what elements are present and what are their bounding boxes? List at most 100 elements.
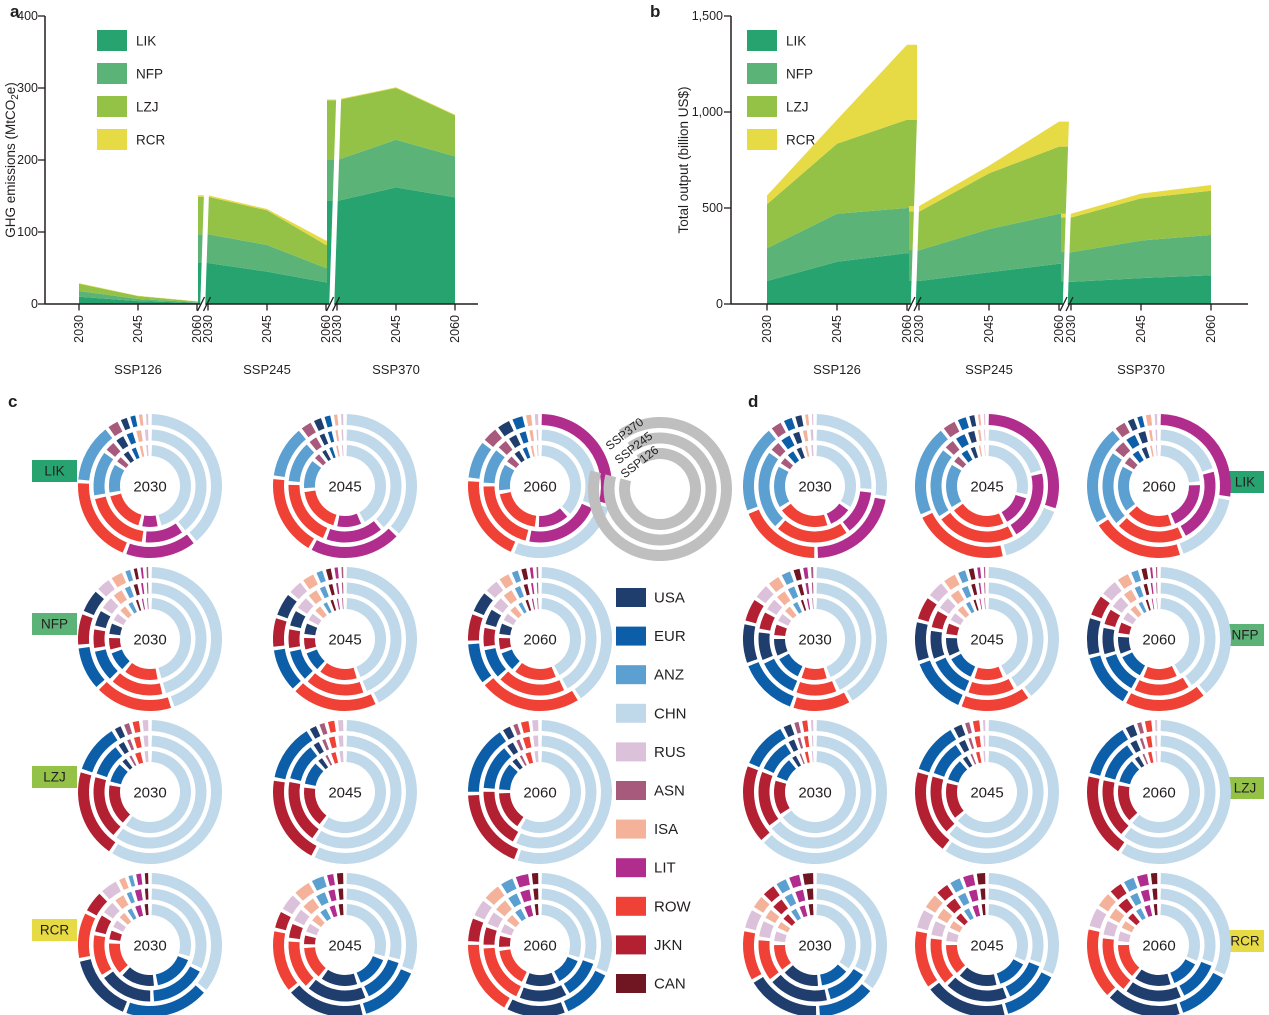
segment-SSP370-CAN (802, 873, 814, 885)
y-tick-label: 0 (31, 297, 38, 311)
segment-SSP126-CAN (808, 904, 814, 916)
y-tick-label: 0 (716, 297, 723, 311)
segment-SSP370-CHN (1179, 498, 1230, 554)
segment-SSP370-ISA (977, 414, 982, 426)
segment-SSP126-RUS (501, 924, 515, 936)
segment-SSP126-CHN (520, 751, 581, 833)
segment-SSP126-EUR (155, 956, 189, 986)
segment-SSP245-EUR (1179, 961, 1212, 996)
segment-SSP126-ASN (314, 454, 326, 466)
x-tick-label: 2045 (131, 315, 145, 343)
segment-SSP245-ASN (1156, 582, 1158, 594)
segment-SSP126-EUR (961, 450, 973, 463)
segment-SSP245-ISA (978, 429, 982, 442)
segment-SSP126-JKN (303, 637, 317, 650)
segment-SSP245-CHN (1160, 429, 1213, 472)
y-tick-label: 500 (702, 201, 723, 215)
segment-SSP370-ISA (1117, 574, 1133, 589)
country-swatch-JKN (616, 935, 646, 955)
segment-SSP126-CHN (816, 445, 857, 507)
segment-SSP370-ANZ (125, 569, 134, 582)
segment-SSP126-CHN (816, 598, 857, 677)
segment-SSP245-CHN (1160, 582, 1216, 685)
segment-SSP126-JKN (108, 785, 131, 823)
segment-SSP126-USA (1135, 969, 1171, 986)
chip-d-RCR: RCR (1226, 930, 1264, 952)
segment-SSP370-EUR (468, 732, 506, 792)
segment-SSP245-ANZ (508, 893, 522, 908)
segment-SSP245-ROW (1102, 938, 1131, 989)
segment-SSP245-ISA (950, 590, 964, 605)
segment-SSP245-EUR (563, 960, 594, 994)
segment-SSP370-EUR (749, 728, 786, 768)
segment-SSP245-EUR (781, 435, 795, 450)
segment-SSP370-CHN (816, 873, 888, 989)
segment-SSP370-ANZ (78, 429, 113, 481)
donut-year-label: 2045 (328, 785, 361, 802)
segment-SSP126-LIT (135, 905, 144, 918)
donut-c-NFP-2045: 2045 (272, 567, 418, 711)
segment-SSP370-ROW (1126, 686, 1204, 711)
segment-SSP126-EUR (522, 447, 531, 459)
segment-SSP245-JKN (483, 791, 519, 842)
axis-break-slash (1059, 296, 1068, 312)
segment-SSP370-USA (83, 591, 104, 616)
country-legend: USA EUR ANZ CHN RUS ASN ISA LIT ROW JKN CAN (616, 588, 692, 993)
segment-SSP126-LIT (1151, 598, 1155, 610)
segment-SSP370-CAN (976, 873, 986, 885)
segment-SSP245-ANZ (93, 452, 114, 496)
segment-SSP370-EUR (819, 984, 871, 1015)
segment-SSP370-EUR (1137, 416, 1145, 428)
chip-label: RCR (1230, 934, 1259, 949)
segment-SSP370-CHN (346, 873, 417, 971)
segment-SSP370-EUR (274, 731, 313, 780)
segment-SSP245-RUS (811, 735, 814, 747)
segment-SSP245-RUS (1154, 735, 1158, 747)
segment-SSP245-ROW (288, 484, 328, 539)
segment-SSP245-USA (1138, 431, 1148, 444)
area-b-SSP245-LZJ (909, 146, 1069, 251)
donut-d-NFP-2060: 2060 (1087, 567, 1232, 711)
segment-SSP245-ROW (307, 673, 364, 696)
donut-year-label: 2045 (970, 632, 1003, 649)
chip-rect (32, 766, 77, 788)
donut-year-label: 2045 (970, 785, 1003, 802)
segment-SSP126-JKN (946, 783, 964, 818)
legend-swatch-NFP (97, 63, 127, 84)
segment-SSP126-CHN (151, 445, 191, 526)
segment-SSP126-RUS (144, 751, 149, 763)
segment-SSP370-USA (120, 417, 131, 431)
chip-d-NFP: NFP (1226, 624, 1264, 646)
donut-c-LZJ-2045: 2045 (272, 720, 417, 864)
segment-SSP126-EUR (820, 964, 847, 986)
segment-SSP245-EUR (519, 431, 529, 444)
segment-SSP126-ANZ (128, 602, 137, 614)
segment-SSP245-EUR (94, 649, 118, 679)
segment-SSP370-USA (507, 999, 565, 1015)
segment-SSP370-JKN (917, 598, 937, 622)
segment-SSP370-ANZ (316, 570, 326, 583)
segment-SSP245-ROW (483, 947, 521, 997)
donut-year-label: 2060 (523, 785, 556, 802)
segment-SSP126-JKN (499, 793, 524, 827)
segment-SSP245-ANZ (1130, 892, 1142, 906)
segment-SSP245-ASN (771, 442, 786, 457)
segment-SSP370-CHN (763, 720, 887, 864)
donut-d-LZJ-2030: 2030 (742, 720, 887, 864)
x-tick-label: 2045 (830, 315, 844, 343)
segment-SSP245-USA (772, 974, 827, 1002)
segment-SSP370-EUR (273, 648, 301, 689)
segment-SSP245-ASN (322, 739, 330, 751)
segment-SSP370-CAN (531, 873, 539, 885)
segment-SSP370-ISA (119, 877, 129, 890)
segment-SSP245-CHN (151, 888, 207, 969)
segment-SSP126-CHN (1160, 904, 1200, 961)
segment-SSP126-ROW (774, 945, 791, 970)
segment-SSP126-RUS (113, 920, 126, 932)
x-tick-label: 2030 (330, 315, 344, 343)
donut-d-RCR-2060: 2060 (1087, 873, 1232, 1015)
donut-year-label: 2045 (970, 938, 1003, 955)
legend-label-LZJ: LZJ (136, 100, 159, 115)
segment-SSP245-USA (95, 611, 111, 629)
legend-label-NFP: NFP (136, 67, 163, 82)
